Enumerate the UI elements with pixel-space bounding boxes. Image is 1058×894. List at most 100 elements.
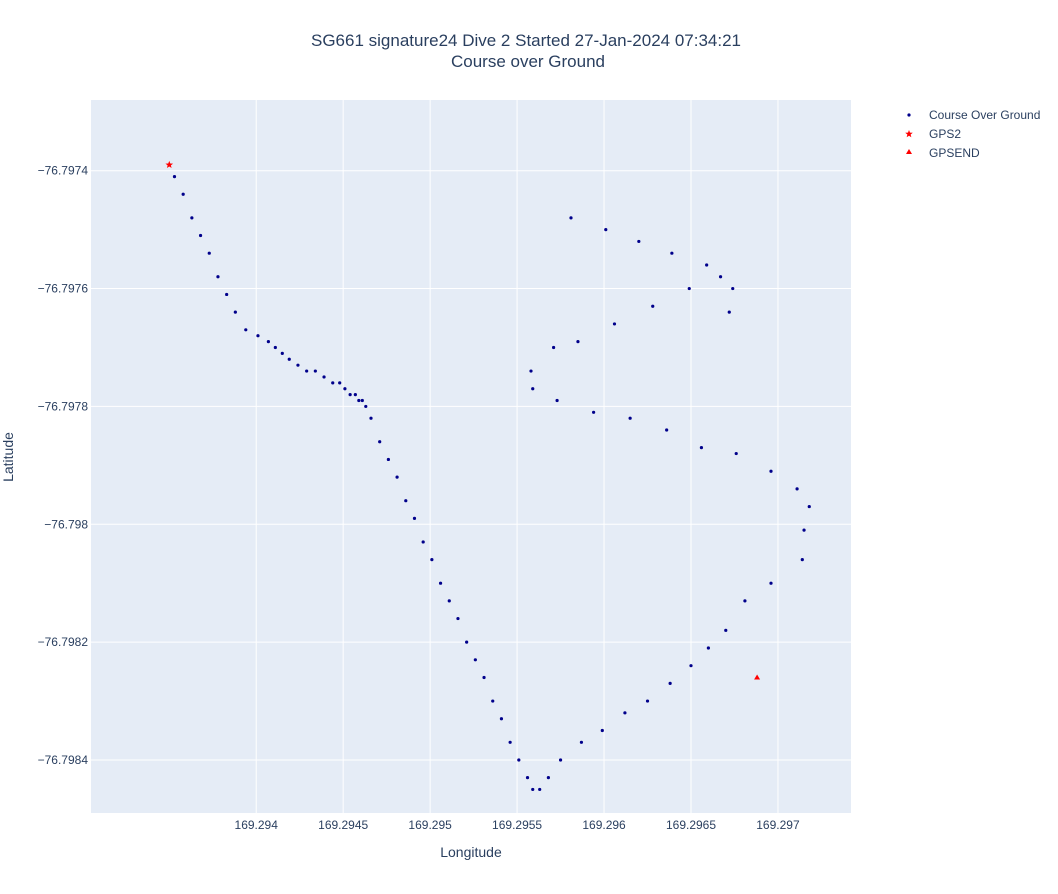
y-tick-label: −76.7978 — [38, 399, 89, 413]
x-axis-title: Longitude — [440, 844, 502, 860]
legend-item-gps2[interactable]: GPS2 — [905, 127, 961, 141]
course-point — [357, 398, 361, 403]
course-point — [724, 628, 728, 632]
course-point — [233, 310, 237, 314]
course-point — [296, 363, 300, 367]
course-point — [244, 328, 248, 332]
course-point — [338, 381, 342, 385]
course-point — [280, 351, 284, 355]
course-point — [369, 416, 373, 420]
course-point — [447, 599, 451, 603]
course-point — [645, 699, 650, 703]
course-point — [305, 369, 309, 373]
course-point — [181, 192, 185, 196]
course-point — [769, 469, 773, 473]
course-point — [348, 393, 352, 397]
course-point — [266, 339, 270, 344]
course-point — [802, 528, 806, 532]
course-point — [769, 581, 773, 585]
course-point — [386, 457, 390, 462]
course-point — [525, 776, 530, 780]
course-point — [395, 475, 399, 479]
course-point — [465, 640, 469, 644]
course-point — [699, 446, 704, 450]
course-point — [353, 393, 357, 397]
course-point — [558, 758, 563, 762]
course-point — [473, 658, 477, 662]
legend-star-icon — [905, 130, 913, 138]
x-tick-label: 169.294 — [235, 818, 279, 832]
course-point — [404, 499, 408, 503]
course-point — [430, 558, 434, 562]
legend-label-gps2: GPS2 — [929, 127, 961, 141]
course-point — [706, 646, 710, 650]
course-point — [216, 275, 220, 279]
course-point — [569, 216, 573, 220]
x-tick-label: 169.297 — [756, 818, 800, 832]
y-axis-title: Latitude — [0, 432, 16, 482]
course-point — [499, 717, 504, 721]
course-point — [331, 381, 335, 385]
course-point — [795, 487, 799, 491]
course-point — [637, 239, 641, 244]
gps2-star-marker — [165, 160, 174, 169]
course-point — [198, 233, 203, 238]
course-point — [190, 216, 194, 220]
course-point — [592, 410, 596, 414]
course-point — [552, 345, 556, 350]
course-point — [531, 787, 535, 792]
course-point — [273, 345, 277, 350]
gpsend-triangle-marker — [754, 674, 761, 680]
course-point — [482, 675, 486, 680]
x-tick-label: 169.295 — [408, 818, 452, 832]
course-point — [734, 451, 738, 456]
course-point — [438, 581, 443, 585]
course-point — [491, 699, 495, 703]
course-point — [546, 776, 550, 780]
course-point — [378, 440, 382, 444]
course-point — [172, 175, 177, 179]
course-point — [343, 387, 347, 391]
y-tick-label: −76.7974 — [38, 164, 89, 178]
x-tick-labels: 169.294 169.2945 169.295 169.2955 169.296 169… — [235, 818, 800, 832]
course-point — [364, 404, 368, 409]
course-point — [555, 398, 559, 403]
x-tick-label: 169.296 — [582, 818, 626, 832]
course-point — [256, 334, 260, 338]
y-tick-label: −76.7976 — [38, 282, 89, 296]
course-point — [687, 286, 691, 291]
course-point — [612, 322, 617, 326]
legend-item-gpsend[interactable]: GPSEND — [906, 146, 980, 160]
legend-dot-icon — [907, 113, 911, 117]
course-point — [322, 375, 326, 379]
chart-title-line2: Course over Ground — [451, 52, 605, 71]
course-point — [456, 616, 460, 621]
course-point — [651, 304, 655, 308]
legend-label-gpsend: GPSEND — [929, 146, 980, 160]
course-point — [665, 428, 669, 432]
x-tick-label: 169.2965 — [666, 818, 716, 832]
course-point — [604, 228, 608, 232]
course-point — [628, 416, 632, 420]
course-point — [727, 310, 731, 314]
course-point — [668, 681, 672, 685]
course-point — [538, 787, 542, 792]
legend[interactable]: Course Over Ground GPS2 GPSEND — [905, 108, 1040, 160]
y-tick-label: −76.798 — [44, 517, 88, 531]
course-point — [689, 664, 693, 668]
x-tick-label: 169.2955 — [492, 818, 542, 832]
course-point — [529, 369, 533, 373]
course-point — [225, 292, 229, 297]
course-point — [600, 728, 604, 733]
course-point — [705, 263, 709, 267]
y-tick-label: −76.7982 — [38, 635, 89, 649]
course-point — [623, 711, 627, 715]
course-point — [670, 251, 674, 255]
course-point — [800, 558, 804, 562]
data-markers — [165, 160, 811, 792]
course-point — [718, 275, 723, 279]
plot-background — [91, 100, 851, 813]
legend-item-course[interactable]: Course Over Ground — [907, 108, 1040, 122]
